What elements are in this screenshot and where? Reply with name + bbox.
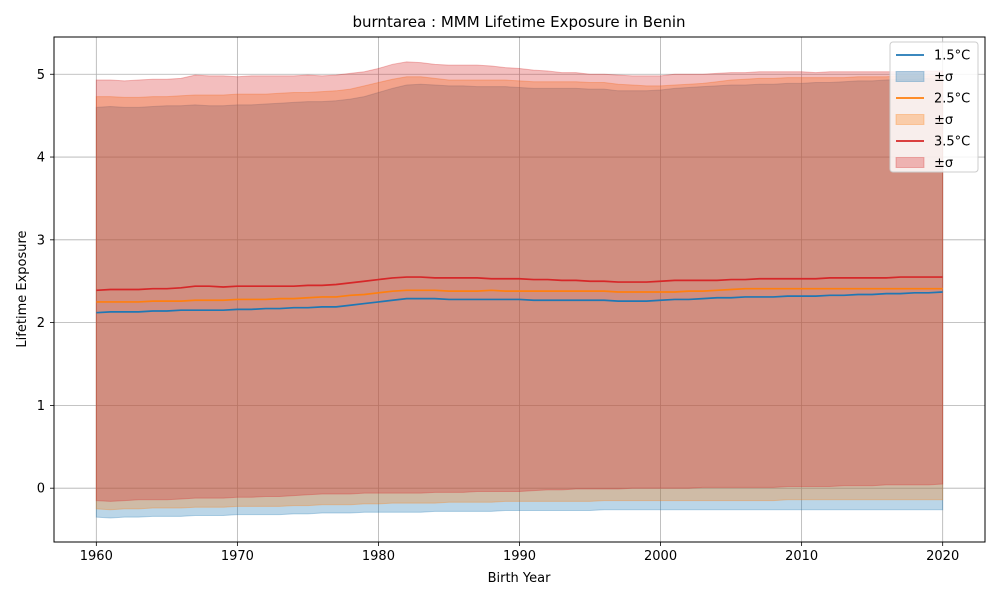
legend: 1.5°C ±σ 2.5°C ±σ 3.5°C ±σ	[889, 41, 979, 173]
line-series-0	[96, 291, 943, 314]
y-tick-label: 4	[37, 151, 45, 166]
x-axis-ticks: 1960 1970 1980 1990 2000 2010 2020	[80, 542, 959, 564]
chart-title: burntarea : MMM Lifetime Exposure in Ben…	[353, 13, 686, 31]
line-series-2	[96, 276, 943, 292]
legend-box	[889, 41, 979, 173]
x-tick-label: 2000	[644, 549, 677, 564]
y-tick-label: 5	[37, 68, 45, 83]
legend-band-label: ±σ	[934, 70, 953, 85]
legend-label: 1.5°C	[934, 49, 970, 64]
legend-band-label: ±σ	[934, 113, 953, 128]
y-axis-ticks: 0 1 2 3 4 5	[37, 68, 54, 497]
x-tick-label: 1990	[503, 549, 536, 564]
x-tick-label: 1970	[221, 549, 254, 564]
x-tick-label: 2020	[926, 549, 959, 564]
legend-label: 3.5°C	[934, 135, 970, 150]
error-bands	[95, 61, 944, 519]
x-axis-label: Birth Year	[488, 571, 552, 586]
band-series-1	[95, 75, 944, 511]
band-series-2	[95, 61, 944, 502]
legend-label: 2.5°C	[934, 92, 970, 107]
legend-band-swatch	[895, 157, 925, 168]
x-tick-label: 1960	[80, 549, 113, 564]
band-series-0	[95, 77, 944, 519]
x-tick-label: 2010	[785, 549, 818, 564]
y-tick-label: 0	[37, 482, 45, 497]
y-tick-label: 1	[37, 399, 45, 414]
series-lines	[96, 276, 943, 314]
line-series-1	[96, 287, 943, 303]
y-tick-label: 3	[37, 233, 45, 248]
legend-band-swatch	[895, 71, 925, 82]
x-tick-label: 1980	[362, 549, 395, 564]
legend-band-swatch	[895, 114, 925, 125]
legend-band-label: ±σ	[934, 156, 953, 171]
y-axis-label: Lifetime Exposure	[15, 230, 30, 347]
y-tick-label: 2	[37, 316, 45, 331]
